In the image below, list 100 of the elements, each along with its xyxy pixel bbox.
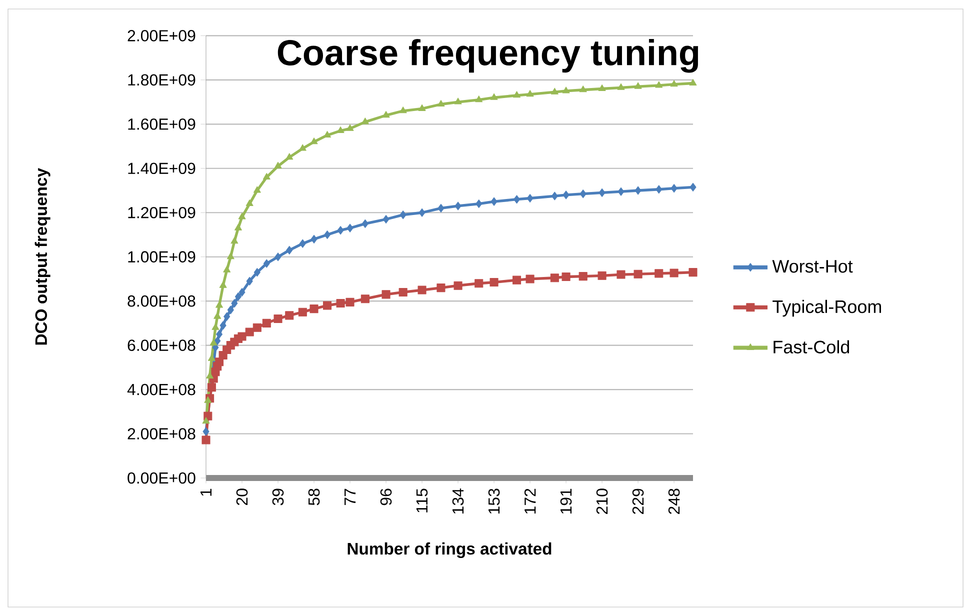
x-tick-label: 134	[452, 488, 464, 514]
point	[475, 96, 483, 102]
point	[382, 290, 390, 299]
point	[212, 323, 220, 330]
y-tick-label: 4.00E+08	[127, 384, 196, 396]
point	[246, 200, 254, 206]
point	[551, 192, 558, 200]
point	[382, 111, 390, 118]
point	[513, 91, 521, 98]
point	[598, 271, 606, 280]
point	[562, 190, 570, 200]
point	[324, 130, 332, 138]
point	[324, 230, 331, 240]
y-tick-label: 1.40E+09	[128, 162, 196, 174]
x-tick-label: 229	[632, 488, 644, 514]
x-tick-label: 153	[488, 488, 500, 514]
point	[204, 396, 212, 403]
point	[223, 266, 231, 272]
point	[670, 80, 678, 87]
point	[382, 214, 390, 224]
point	[346, 298, 354, 306]
point	[202, 436, 210, 444]
point	[360, 294, 370, 304]
legend-label: Typical-Room	[772, 300, 881, 317]
point	[418, 104, 426, 111]
y-tick-label: 0.00E+00	[128, 472, 196, 484]
point	[398, 288, 408, 296]
point	[246, 276, 253, 286]
y-axis-title: DCO output frequency	[34, 168, 50, 345]
x-tick-label: 20	[236, 488, 248, 506]
point	[238, 288, 246, 296]
point	[262, 172, 270, 180]
y-tick-label: 1.20E+09	[128, 206, 196, 218]
point	[254, 268, 260, 277]
point	[476, 200, 482, 208]
point	[418, 208, 426, 217]
point	[454, 98, 462, 104]
point	[226, 252, 234, 260]
point	[634, 82, 642, 89]
point	[238, 212, 246, 220]
point	[286, 246, 293, 254]
point	[234, 224, 242, 230]
point	[656, 185, 662, 194]
y-tick-label: 1.80E+09	[128, 74, 196, 86]
point	[474, 279, 484, 288]
point	[230, 237, 238, 244]
point	[202, 417, 210, 424]
point	[214, 336, 221, 346]
legend-label: Fast-Cold	[774, 340, 850, 354]
point	[224, 312, 230, 321]
point	[227, 306, 234, 314]
point	[514, 195, 520, 204]
x-tick-label: 210	[596, 488, 608, 514]
point	[526, 194, 534, 203]
point	[399, 106, 407, 114]
point	[206, 372, 214, 379]
point	[598, 84, 606, 92]
point	[207, 383, 216, 392]
point	[490, 197, 498, 206]
point	[690, 182, 696, 192]
point	[362, 219, 368, 228]
point	[490, 278, 498, 287]
x-tick-label: 96	[380, 488, 392, 506]
y-tick-label: 6.00E+08	[128, 340, 196, 351]
point	[285, 311, 294, 320]
x-tick-label: 115	[416, 488, 428, 512]
point	[245, 328, 254, 336]
y-tick-label: 2.00E+09	[128, 30, 196, 42]
point	[231, 299, 238, 308]
point	[274, 252, 282, 262]
point	[616, 270, 626, 279]
point	[670, 268, 678, 278]
point	[210, 338, 218, 346]
point	[454, 281, 462, 290]
point	[234, 292, 242, 301]
point	[346, 224, 354, 232]
point	[262, 318, 271, 328]
point	[634, 186, 642, 195]
point	[437, 100, 445, 107]
point	[454, 202, 462, 210]
point	[274, 314, 282, 324]
point	[418, 286, 426, 294]
y-tick-label: 2.00E+08	[128, 428, 196, 440]
point	[578, 272, 588, 281]
x-tick-label: 172	[524, 488, 536, 514]
point	[562, 272, 570, 282]
y-tick-label: 1.00E+09	[128, 251, 196, 262]
point	[490, 93, 498, 100]
point	[298, 144, 306, 151]
x-tick-label: 39	[272, 488, 284, 506]
point	[216, 301, 223, 308]
point	[580, 190, 586, 198]
point	[598, 188, 606, 197]
point	[689, 78, 697, 86]
point	[438, 204, 444, 212]
point	[310, 304, 318, 314]
point	[346, 124, 354, 131]
point	[310, 234, 318, 244]
point	[618, 187, 624, 196]
point	[286, 153, 294, 160]
